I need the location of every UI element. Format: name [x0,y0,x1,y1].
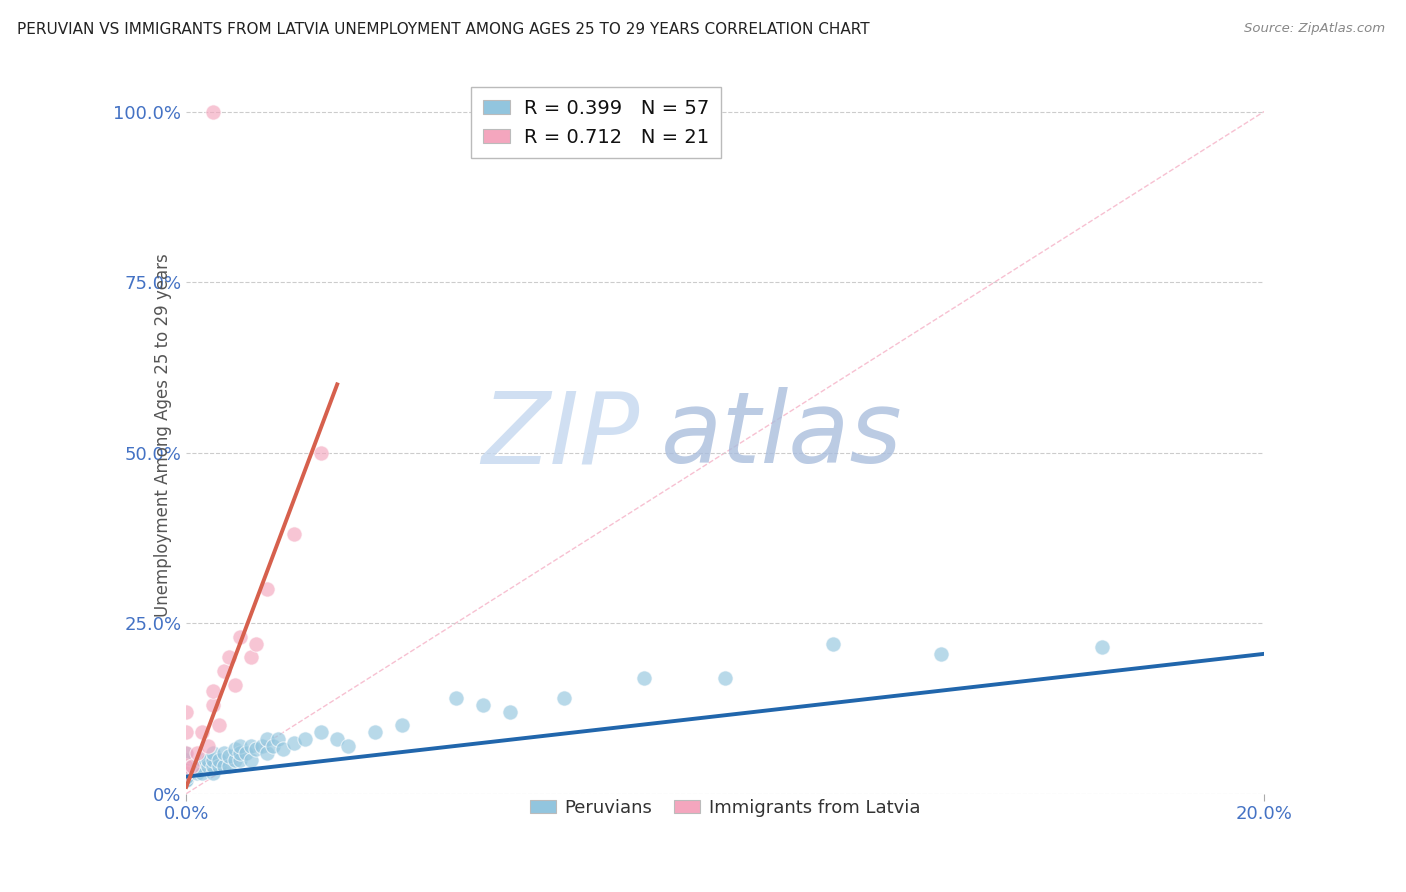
Point [197,739,219,753]
Point [1091,640,1114,654]
Point [245,637,267,651]
Point [224,677,246,691]
Point [202,746,225,760]
Point [174,759,197,773]
Point [498,705,520,719]
Point [218,759,240,773]
Point [180,759,202,773]
Point [250,739,273,753]
Point [224,742,246,756]
Point [267,732,290,747]
Point [174,746,197,760]
Point [239,650,262,665]
Point [271,742,294,756]
Point [364,725,387,739]
Point [207,718,229,732]
Point [929,647,952,661]
Point [174,766,197,780]
Point [633,671,655,685]
Point [186,759,208,773]
Point [186,746,208,760]
Point [262,739,284,753]
Point [229,746,252,760]
Point [326,732,349,747]
Point [212,664,235,678]
Text: PERUVIAN VS IMMIGRANTS FROM LATVIA UNEMPLOYMENT AMONG AGES 25 TO 29 YEARS CORREL: PERUVIAN VS IMMIGRANTS FROM LATVIA UNEMP… [17,22,869,37]
Point [174,766,197,780]
Text: ZIP: ZIP [481,387,638,484]
Point [202,759,225,773]
Point [174,772,197,787]
Point [256,582,278,596]
Point [202,766,225,780]
Point [174,772,197,787]
Point [471,698,494,712]
Point [229,753,252,767]
Point [309,725,332,739]
Text: atlas: atlas [661,387,903,484]
Point [309,445,332,459]
Point [444,691,467,706]
Point [174,759,197,773]
Point [202,104,225,119]
Point [202,698,225,712]
Point [229,630,252,644]
Point [174,766,197,780]
Point [294,732,316,747]
Point [336,739,359,753]
Point [174,705,197,719]
Point [218,650,240,665]
Point [174,753,197,767]
Point [212,759,235,773]
Point [174,725,197,739]
Point [202,684,225,698]
Text: Source: ZipAtlas.com: Source: ZipAtlas.com [1244,22,1385,36]
Point [239,753,262,767]
Point [191,725,214,739]
Point [197,759,219,773]
Point [186,766,208,780]
Point [283,735,305,749]
Point [256,732,278,747]
Point [207,759,229,773]
Legend: Peruvians, Immigrants from Latvia: Peruvians, Immigrants from Latvia [523,791,928,824]
Point [235,746,257,760]
Point [245,742,267,756]
Point [239,739,262,753]
Y-axis label: Unemployment Among Ages 25 to 29 years: Unemployment Among Ages 25 to 29 years [155,253,173,617]
Point [256,746,278,760]
Point [174,763,197,777]
Point [191,766,214,780]
Point [202,753,225,767]
Point [821,637,844,651]
Point [283,527,305,541]
Point [191,753,214,767]
Point [174,759,197,773]
Point [174,770,197,784]
Point [218,749,240,764]
Point [174,746,197,760]
Point [224,753,246,767]
Point [207,753,229,767]
Point [714,671,737,685]
Point [229,739,252,753]
Point [391,718,413,732]
Point [553,691,575,706]
Point [212,746,235,760]
Point [197,753,219,767]
